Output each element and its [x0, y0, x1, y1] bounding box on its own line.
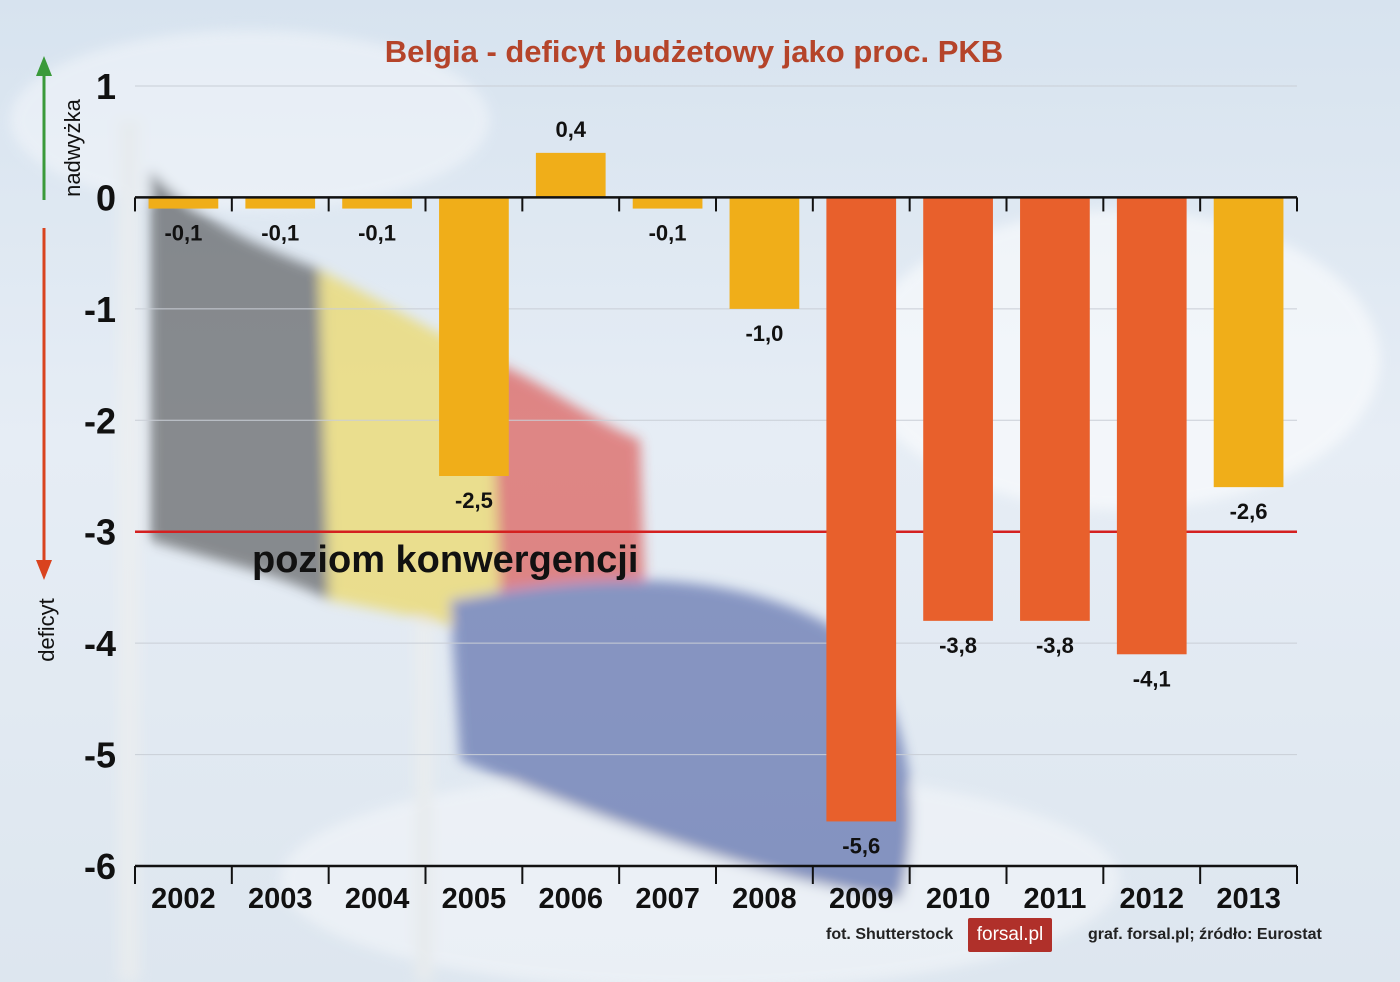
x-tick-label: 2003	[248, 883, 313, 915]
bar-2013	[1213, 197, 1284, 488]
bar-2003	[245, 197, 316, 209]
x-tick-labels: 2002 2003 2004 2005 2006 2007 2008 2009 2010 2011…	[151, 883, 1281, 915]
x-tick-label: 2011	[1023, 883, 1086, 915]
bar-2010	[923, 197, 993, 621]
data-label: -0,1	[649, 221, 687, 246]
data-label: -2,6	[1230, 499, 1268, 524]
y-tick-labels: 1 0 -1 -2 -3 -4 -5 -6	[84, 66, 116, 887]
bars	[148, 152, 1284, 822]
y-tick-label: -1	[84, 289, 116, 330]
chart-title: Belgia - deficyt budżetowy jako proc. PK…	[385, 34, 1003, 69]
x-tick-label: 2008	[732, 883, 797, 915]
data-label: -0,1	[261, 221, 299, 246]
data-label: -0,1	[358, 221, 396, 246]
data-label: -2,5	[455, 488, 493, 513]
data-label: 0,4	[555, 117, 586, 142]
data-label: -1,0	[745, 321, 783, 346]
x-tick-label: 2010	[926, 883, 991, 915]
y-tick-label: -2	[84, 400, 116, 441]
bar-2007	[632, 197, 703, 209]
bar-2012	[1116, 197, 1187, 655]
y-tick-label: -3	[84, 512, 116, 553]
convergence-label: poziom konwergencji	[252, 539, 638, 581]
surplus-arrow	[36, 56, 52, 200]
photo-credit: fot. Shutterstock	[826, 926, 954, 943]
bar-2008	[729, 197, 800, 309]
data-label: -3,8	[1036, 633, 1074, 658]
x-tick-label: 2005	[442, 883, 507, 915]
x-tick-label: 2009	[829, 883, 894, 915]
data-label: -5,6	[842, 833, 880, 858]
forsal-logo[interactable]: forsal.pl	[968, 918, 1052, 952]
bar-2004	[342, 197, 412, 209]
y-tick-label: 0	[96, 177, 116, 218]
x-tick-label: 2012	[1119, 883, 1184, 915]
x-tick-label: 2002	[151, 883, 216, 915]
y-tick-label: -6	[84, 846, 116, 887]
data-label: -3,8	[939, 633, 977, 658]
x-tick-label: 2007	[635, 883, 700, 915]
x-tick-label: 2006	[538, 883, 603, 915]
bar-2005	[439, 197, 509, 476]
data-label: -4,1	[1133, 666, 1171, 691]
deficit-label: deficyt	[34, 598, 59, 662]
deficit-arrow	[36, 228, 52, 580]
data-label: -0,1	[164, 221, 202, 246]
source-credit: graf. forsal.pl; źródło: Eurostat	[1088, 926, 1322, 943]
x-tick-label: 2013	[1216, 883, 1281, 915]
y-tick-label: -4	[84, 623, 116, 664]
value-labels: -0,1 -0,1 -0,1 -2,5 0,4 -0,1 -1,0 -5,6 -3,8 -3,8 -…	[164, 117, 1267, 859]
bar-2002	[148, 197, 219, 209]
surplus-label: nadwyżka	[60, 98, 85, 197]
y-tick-label: 1	[96, 66, 116, 107]
x-tick-label: 2004	[345, 883, 410, 915]
bar-2009	[826, 197, 897, 822]
bar-2006	[535, 152, 606, 198]
axes	[134, 196, 1298, 884]
bar-2011	[1020, 197, 1090, 621]
y-tick-label: -5	[84, 735, 116, 776]
